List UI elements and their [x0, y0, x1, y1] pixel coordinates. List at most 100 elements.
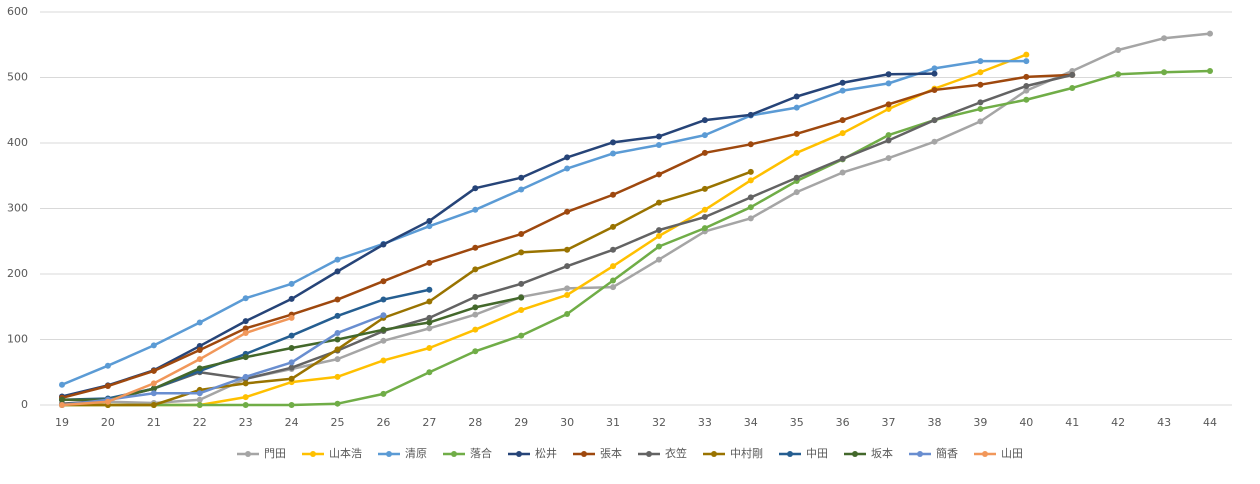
data-point — [701, 117, 708, 124]
data-point — [931, 86, 938, 93]
data-point — [472, 293, 479, 300]
x-tick-label: 19 — [55, 416, 69, 429]
data-point — [977, 58, 984, 65]
data-point — [334, 268, 341, 275]
data-point — [518, 307, 525, 314]
y-tick-label: 600 — [7, 5, 28, 18]
x-tick-label: 29 — [514, 416, 528, 429]
data-point — [242, 325, 249, 332]
data-point — [104, 383, 111, 390]
data-point — [793, 174, 800, 181]
data-point — [334, 296, 341, 303]
data-point — [59, 381, 65, 388]
data-point — [655, 227, 662, 234]
legend-dot — [581, 451, 587, 457]
legend-dot — [516, 451, 522, 457]
data-point — [747, 177, 754, 184]
data-point — [426, 314, 433, 321]
data-point — [426, 286, 433, 293]
y-tick-label: 0 — [21, 398, 28, 411]
data-point — [426, 217, 433, 224]
y-tick-label: 500 — [7, 71, 28, 84]
legend-dot — [386, 451, 392, 457]
y-tick-label: 100 — [7, 333, 28, 346]
data-point — [196, 390, 203, 397]
data-point — [610, 263, 617, 270]
legend-label: 清原 — [405, 447, 427, 460]
legend-label: 簡香 — [936, 446, 958, 460]
data-point — [196, 356, 203, 363]
data-point — [334, 346, 341, 353]
legend-dot — [982, 451, 988, 457]
legend-label: 松井 — [535, 446, 557, 460]
data-point — [334, 256, 341, 263]
data-point — [655, 243, 662, 250]
data-point — [518, 174, 525, 181]
x-tick-label: 34 — [744, 416, 758, 429]
data-point — [426, 345, 433, 352]
x-tick-label: 27 — [422, 416, 436, 429]
series-line — [62, 170, 752, 407]
data-point — [564, 310, 571, 317]
x-tick-label: 36 — [836, 416, 850, 429]
legend-dot — [787, 451, 793, 457]
data-point — [426, 259, 433, 266]
data-point — [380, 312, 387, 319]
data-point — [288, 295, 295, 302]
data-point — [747, 111, 754, 118]
y-tick-label: 400 — [7, 136, 28, 149]
x-tick-label: 24 — [285, 416, 299, 429]
data-point — [288, 359, 295, 366]
data-point — [1069, 84, 1076, 91]
legend-dot — [852, 451, 858, 457]
data-point — [380, 337, 387, 344]
data-point — [334, 329, 341, 336]
x-tick-label: 38 — [927, 416, 941, 429]
data-point — [701, 132, 708, 139]
data-point — [977, 118, 984, 125]
data-point — [610, 277, 617, 284]
data-point — [334, 356, 341, 363]
data-point — [839, 87, 846, 94]
data-point — [1023, 83, 1030, 90]
data-point — [564, 263, 571, 270]
data-point — [242, 373, 249, 380]
data-point — [196, 319, 203, 326]
data-point — [472, 266, 479, 273]
data-point — [747, 168, 754, 175]
legend-label: 山本浩 — [329, 446, 362, 460]
legend-label: 坂本 — [871, 446, 893, 460]
x-tick-label: 43 — [1157, 416, 1171, 429]
data-point — [1069, 71, 1076, 78]
data-point — [472, 206, 479, 213]
data-point — [426, 298, 433, 305]
data-point — [288, 364, 295, 371]
data-point — [839, 130, 846, 137]
x-tick-label: 44 — [1203, 416, 1217, 429]
data-point — [196, 396, 203, 403]
data-point — [334, 373, 341, 380]
data-point — [610, 139, 617, 146]
x-tick-label: 31 — [606, 416, 620, 429]
data-point — [931, 117, 938, 124]
data-point — [59, 402, 65, 408]
series-line — [62, 53, 1027, 407]
data-point — [472, 185, 479, 192]
data-point — [655, 199, 662, 206]
data-point — [242, 295, 249, 302]
data-point — [472, 244, 479, 251]
data-point — [242, 318, 249, 325]
data-point — [426, 369, 433, 376]
data-point — [793, 149, 800, 156]
data-point — [518, 332, 525, 339]
data-point — [59, 396, 65, 403]
data-point — [610, 150, 617, 157]
data-point — [196, 346, 203, 353]
legend: 門田 山本浩 清原 落合 松井 張本 衣笠 中村剛 中田 坂本 簡香 山田 — [237, 446, 1023, 460]
x-tick-label: 42 — [1111, 416, 1125, 429]
x-tick-label: 37 — [882, 416, 896, 429]
data-point — [793, 104, 800, 111]
data-point — [1115, 46, 1122, 53]
data-point — [564, 291, 571, 298]
